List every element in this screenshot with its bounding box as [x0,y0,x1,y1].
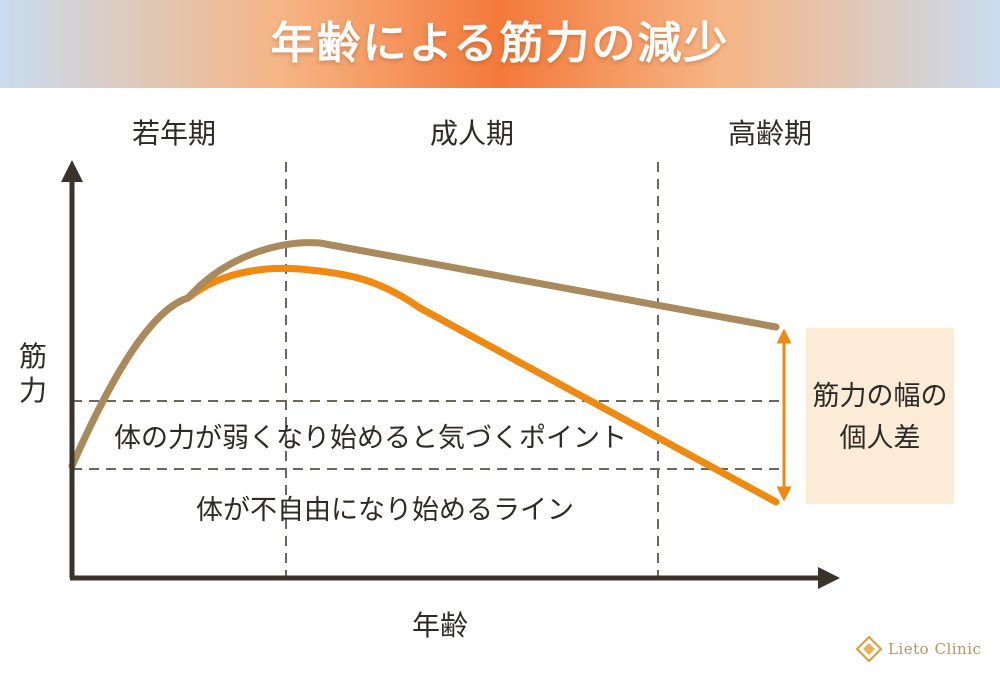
y-axis-arrow [61,160,83,182]
disability-line-label: 体が不自由になり始めるライン [196,495,574,526]
period-label-elderly: 高齢期 [727,117,812,150]
individual-difference-label: 筋力の幅の 個人差 [812,381,948,454]
title-banner [0,0,1000,88]
clinic-logo-icon [856,636,882,662]
period-label-young: 若年期 [131,117,216,150]
upper-strength-curve [68,239,780,470]
period-label-adult: 成人期 [429,117,514,150]
clinic-logo-text: Lieto Clinic [888,640,982,658]
noticeable-weakness-label: 体の力が弱くなり始めると気づくポイント [114,423,627,454]
individual-difference-box [806,328,954,504]
x-axis-label: 年齢 [411,609,468,642]
page-title: 年齢による筋力の減少 [270,18,730,69]
clinic-logo: Lieto Clinic [856,634,981,664]
x-axis-arrow [818,567,840,589]
y-axis-label: 筋力 [18,340,47,407]
